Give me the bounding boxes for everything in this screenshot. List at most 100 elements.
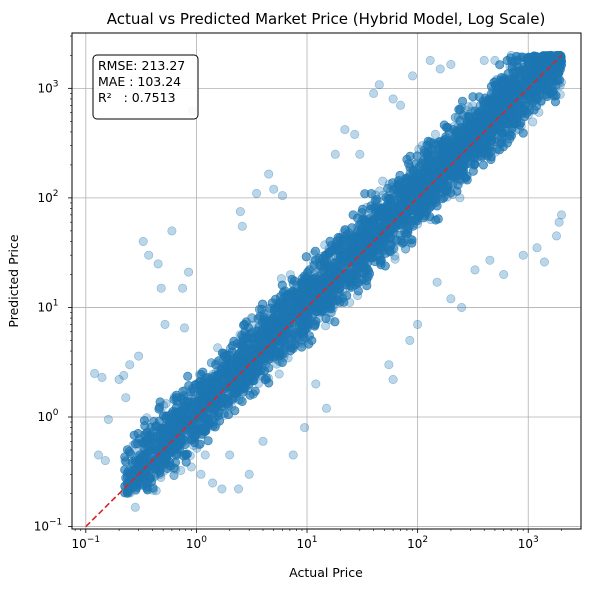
scatter-point: [404, 189, 414, 199]
scatter-point: [353, 230, 363, 240]
scatter-point: [352, 232, 362, 242]
scatter-point: [463, 146, 473, 156]
scatter-point: [231, 363, 241, 373]
scatter-point: [315, 308, 325, 318]
scatter-point: [220, 381, 230, 391]
scatter-point: [255, 359, 265, 369]
scatter-point: [158, 409, 168, 419]
scatter-point: [491, 106, 501, 116]
scatter-point: [290, 285, 300, 295]
scatter-point: [430, 159, 440, 169]
scatter-point: [151, 486, 161, 496]
scatter-point: [454, 134, 464, 144]
scatter-point: [381, 217, 391, 227]
scatter-point: [430, 129, 440, 139]
scatter-point: [537, 52, 547, 62]
scatter-point: [530, 51, 540, 61]
scatter-point: [493, 121, 503, 131]
scatter-point: [428, 152, 438, 162]
scatter-point: [212, 358, 222, 368]
scatter-point: [402, 189, 412, 199]
scatter-point: [442, 150, 452, 160]
scatter-point: [458, 169, 468, 179]
scatter-point: [258, 333, 268, 343]
scatter-point: [277, 326, 287, 336]
scatter-point: [304, 266, 314, 276]
scatter-point: [365, 253, 375, 263]
scatter-point: [285, 294, 295, 304]
scatter-point: [177, 423, 187, 433]
scatter-point: [546, 54, 556, 64]
scatter-point: [285, 321, 295, 331]
scatter-point: [242, 368, 252, 378]
scatter-point: [272, 298, 282, 308]
scatter-point: [137, 451, 147, 461]
scatter-point: [316, 304, 326, 314]
scatter-point: [207, 389, 217, 399]
scatter-point: [349, 270, 359, 280]
scatter-point: [289, 309, 299, 319]
scatter-point: [183, 419, 193, 429]
scatter-point: [269, 337, 279, 347]
scatter-point: [266, 333, 276, 343]
scatter-point: [277, 316, 287, 326]
scatter-point: [392, 198, 402, 208]
scatter-point: [445, 147, 455, 157]
scatter-point: [233, 362, 243, 372]
scatter-point: [524, 100, 534, 110]
scatter-point: [523, 62, 533, 72]
scatter-point: [325, 303, 335, 313]
scatter-point: [264, 354, 274, 364]
scatter-point: [498, 102, 508, 112]
scatter-point: [327, 307, 337, 317]
scatter-point: [556, 57, 566, 67]
scatter-point: [130, 452, 140, 462]
scatter-point: [224, 354, 234, 364]
scatter-point: [306, 318, 316, 328]
scatter-point: [309, 269, 319, 279]
scatter-point: [556, 64, 566, 74]
scatter-point: [193, 390, 203, 400]
scatter-point: [539, 51, 549, 61]
scatter-point: [434, 184, 444, 194]
scatter-point: [240, 338, 250, 348]
scatter-point: [375, 252, 385, 262]
scatter-point: [478, 115, 488, 125]
scatter-point: [199, 403, 209, 413]
scatter-point: [347, 255, 357, 265]
scatter-point: [510, 72, 520, 82]
scatter-point: [279, 352, 289, 362]
scatter-point: [346, 267, 356, 277]
scatter-point: [353, 240, 363, 250]
scatter-point: [528, 67, 538, 77]
scatter-point: [424, 189, 434, 199]
scatter-point: [391, 236, 401, 246]
scatter-point: [457, 136, 467, 146]
scatter-point: [436, 180, 446, 190]
scatter-point: [524, 73, 534, 83]
scatter-point: [383, 217, 393, 227]
scatter-point: [299, 303, 309, 313]
scatter-point: [500, 118, 510, 128]
scatter-point: [433, 151, 443, 161]
scatter-point: [346, 239, 356, 249]
scatter-point: [373, 212, 383, 222]
scatter-point: [176, 430, 186, 440]
scatter-point: [300, 310, 310, 320]
scatter-point: [438, 184, 448, 194]
scatter-point: [514, 81, 524, 91]
scatter-point: [556, 57, 566, 67]
scatter-point: [301, 294, 311, 304]
scatter-point: [551, 82, 561, 92]
scatter-point: [437, 189, 447, 199]
scatter-point: [400, 186, 410, 196]
scatter-point: [409, 187, 419, 197]
scatter-point: [405, 169, 415, 179]
scatter-point: [507, 65, 517, 75]
scatter-point: [152, 449, 162, 459]
scatter-point: [350, 253, 360, 263]
scatter-point: [255, 329, 265, 339]
scatter-point: [542, 74, 552, 84]
data-points: [90, 50, 566, 512]
